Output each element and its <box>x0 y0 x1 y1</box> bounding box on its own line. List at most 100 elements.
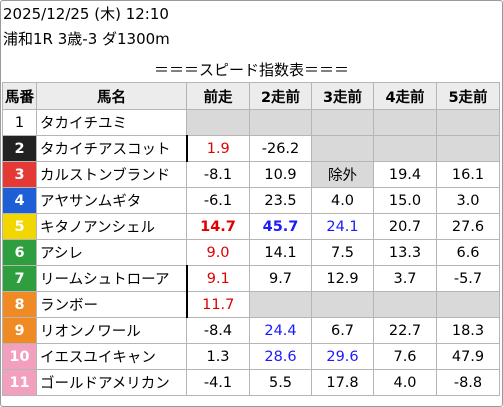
speed-index-value: 7.5 <box>311 239 374 266</box>
speed-index-value: 18.3 <box>436 317 500 344</box>
speed-index-value: 9.1 <box>186 265 250 292</box>
speed-index-table: 馬番 馬名 前走 2走前 3走前 4走前 5走前 1 タカイチユミ 2 タカイチアスコ… <box>2 82 500 396</box>
horse-name: カルストンブランド <box>36 161 187 188</box>
speed-index-value: 1.9 <box>186 135 250 162</box>
horse-name: リームシュトローア <box>36 265 188 292</box>
speed-index-value <box>373 291 437 318</box>
horse-row: 3 カルストンブランド -8.1 10.9 除外 19.4 16.1 <box>2 161 500 188</box>
speed-index-value: 29.6 <box>311 343 374 370</box>
speed-index-value <box>436 109 500 136</box>
speed-index-value <box>311 135 374 162</box>
speed-index-value <box>311 109 374 136</box>
horse-row: 7 リームシュトローア 9.1 9.7 12.9 3.7 -5.7 <box>2 265 500 292</box>
horse-number: 8 <box>2 291 37 318</box>
speed-index-value: 9.0 <box>186 239 250 266</box>
horse-number: 4 <box>2 187 37 214</box>
horse-row: 4 アヤサンムギタ -6.1 23.5 4.0 15.0 3.0 <box>2 187 500 214</box>
speed-index-value: 24.4 <box>249 317 312 344</box>
speed-index-value: 47.9 <box>436 343 500 370</box>
speed-index-value: 7.6 <box>373 343 437 370</box>
speed-index-value: 20.7 <box>373 213 437 240</box>
race-info: 浦和1R 3歳-3 ダ1300m <box>3 30 170 48</box>
speed-index-value: 11.7 <box>186 291 250 318</box>
col-header-5back: 5走前 <box>436 82 500 110</box>
speed-index-value: 除外 <box>311 161 374 188</box>
horse-number: 3 <box>2 161 37 188</box>
speed-index-value: 4.0 <box>373 369 437 396</box>
speed-index-value: 9.7 <box>249 265 312 292</box>
horse-number: 11 <box>2 369 37 396</box>
horse-name: キタノアンシェル <box>36 213 187 240</box>
speed-index-value: 4.0 <box>311 187 374 214</box>
horse-number: 9 <box>2 317 37 344</box>
speed-index-value: -6.1 <box>186 187 250 214</box>
horse-row: 8 ランボー 11.7 <box>2 291 500 318</box>
speed-index-value: 28.6 <box>249 343 312 370</box>
horse-number: 5 <box>2 213 37 240</box>
speed-index-value <box>436 291 500 318</box>
table-title: ＝＝＝スピード指数表＝＝＝ <box>153 61 349 79</box>
horse-name: ゴールドアメリカン <box>36 369 187 396</box>
horse-number: 6 <box>2 239 37 266</box>
horse-name: アシレ <box>36 239 187 266</box>
speed-index-value <box>311 291 374 318</box>
speed-index-value: 23.5 <box>249 187 312 214</box>
speed-index-value: -8.4 <box>186 317 250 344</box>
speed-index-value: 27.6 <box>436 213 500 240</box>
horse-number: 1 <box>2 109 37 136</box>
speed-index-value: 24.1 <box>311 213 374 240</box>
horse-number: 2 <box>2 135 37 162</box>
speed-index-value: 45.7 <box>249 213 312 240</box>
speed-index-value: -26.2 <box>249 135 312 162</box>
speed-index-value: 14.1 <box>249 239 312 266</box>
col-header-last: 前走 <box>186 82 250 110</box>
horse-name: タカイチユミ <box>36 109 187 136</box>
horse-name: アヤサンムギタ <box>36 187 187 214</box>
speed-index-value <box>373 109 437 136</box>
speed-index-value <box>249 291 312 318</box>
speed-index-value <box>436 135 500 162</box>
col-header-2back: 2走前 <box>249 82 312 110</box>
col-header-name: 馬名 <box>36 82 187 110</box>
horse-name: リオンノワール <box>36 317 187 344</box>
horse-row: 6 アシレ 9.0 14.1 7.5 13.3 6.6 <box>2 239 500 266</box>
horse-row: 1 タカイチユミ <box>2 109 500 136</box>
speed-index-value <box>186 109 250 136</box>
horse-name: タカイチアスコット <box>36 135 188 162</box>
horse-number: 10 <box>2 343 37 370</box>
horse-number: 7 <box>2 265 37 292</box>
speed-index-value: 3.0 <box>436 187 500 214</box>
speed-index-value: 6.6 <box>436 239 500 266</box>
speed-index-value: 5.5 <box>249 369 312 396</box>
horse-row: 9 リオンノワール -8.4 24.4 6.7 22.7 18.3 <box>2 317 500 344</box>
speed-index-value: 16.1 <box>436 161 500 188</box>
header-row: 馬番 馬名 前走 2走前 3走前 4走前 5走前 <box>2 82 500 110</box>
speed-index-value: 22.7 <box>373 317 437 344</box>
speed-index-value: 6.7 <box>311 317 374 344</box>
horse-row: 11 ゴールドアメリカン -4.1 5.5 17.8 4.0 -8.8 <box>2 369 500 396</box>
horse-name: イエスユイキャン <box>36 343 187 370</box>
horse-row: 5 キタノアンシェル 14.7 45.7 24.1 20.7 27.6 <box>2 213 500 240</box>
speed-index-value <box>373 135 437 162</box>
horse-row: 2 タカイチアスコット 1.9 -26.2 <box>2 135 500 162</box>
col-header-number: 馬番 <box>2 82 37 110</box>
speed-index-value: 13.3 <box>373 239 437 266</box>
speed-index-value: 14.7 <box>186 213 250 240</box>
horse-row: 10 イエスユイキャン 1.3 28.6 29.6 7.6 47.9 <box>2 343 500 370</box>
speed-index-value: 3.7 <box>373 265 437 292</box>
speed-index-value: -8.1 <box>186 161 250 188</box>
speed-index-value: 19.4 <box>373 161 437 188</box>
horse-name: ランボー <box>36 291 188 318</box>
speed-index-value: 12.9 <box>311 265 374 292</box>
race-datetime: 2025/12/25 (木) 12:10 <box>3 5 169 23</box>
col-header-4back: 4走前 <box>373 82 437 110</box>
col-header-3back: 3走前 <box>311 82 374 110</box>
speed-index-value: -8.8 <box>436 369 500 396</box>
speed-index-value <box>249 109 312 136</box>
speed-index-value: 15.0 <box>373 187 437 214</box>
speed-index-value: 1.3 <box>186 343 250 370</box>
speed-index-value: -4.1 <box>186 369 250 396</box>
speed-index-value: 10.9 <box>249 161 312 188</box>
speed-index-value: -5.7 <box>436 265 500 292</box>
speed-index-value: 17.8 <box>311 369 374 396</box>
